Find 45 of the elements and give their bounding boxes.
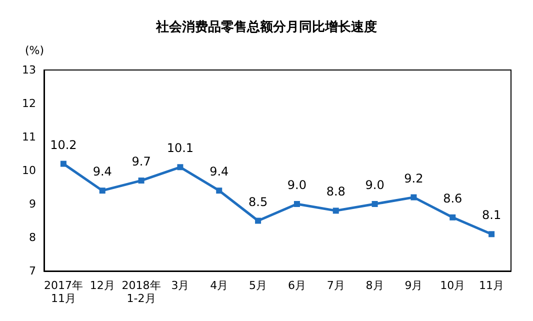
data-label: 8.6 xyxy=(443,191,462,206)
x-tick-label: 7月 xyxy=(326,279,345,292)
point xyxy=(332,208,339,214)
data-label: 9.0 xyxy=(365,178,384,192)
point xyxy=(410,194,417,200)
y-tick-label: 7 xyxy=(29,264,36,278)
point xyxy=(216,188,222,194)
x-tick-label: 12月 xyxy=(90,279,115,292)
point xyxy=(450,214,456,220)
y-tick-label: 12 xyxy=(22,97,36,110)
x-tick-label: 5月 xyxy=(249,279,268,292)
data-label: 8.1 xyxy=(482,208,502,222)
y-tick-label: 10 xyxy=(22,164,36,177)
data-label: 9.7 xyxy=(132,154,151,169)
data-label: 9.4 xyxy=(92,164,112,179)
y-axis-title: (%) xyxy=(24,44,44,57)
x-tick-label: 9月 xyxy=(404,279,423,292)
x-tick-label: 10月 xyxy=(440,279,466,292)
point xyxy=(99,188,106,194)
point xyxy=(177,164,184,170)
data-label: 8.5 xyxy=(248,194,268,209)
x-tick-label: 6月 xyxy=(288,279,306,292)
x-tick-label: 11月 xyxy=(479,279,504,292)
data-label: 9.0 xyxy=(287,178,307,192)
chart-title: 社会消费品零售总额分月同比增长速度 xyxy=(155,19,377,35)
data-label: 9.2 xyxy=(404,171,424,186)
data-label: 9.4 xyxy=(210,164,229,179)
y-tick-label: 9 xyxy=(29,198,36,210)
point xyxy=(294,201,300,207)
x-tick-label: 8月 xyxy=(366,279,384,292)
data-label: 10.1 xyxy=(166,141,194,156)
x-tick-label: 2018年 1-2月 xyxy=(122,279,161,305)
x-tick-label: 4月 xyxy=(210,279,228,292)
point xyxy=(255,218,262,224)
point xyxy=(138,178,144,184)
x-tick-label: 2017年 11月 xyxy=(44,279,83,305)
data-label: 8.8 xyxy=(326,184,346,199)
y-tick-label: 8 xyxy=(29,231,36,244)
y-tick-label: 11 xyxy=(22,130,36,144)
point xyxy=(488,231,495,238)
y-tick-label: 13 xyxy=(22,64,36,76)
x-tick-label: 3月 xyxy=(171,279,190,292)
point xyxy=(60,160,66,167)
data-label: 10.2 xyxy=(50,138,77,152)
point xyxy=(372,201,378,207)
